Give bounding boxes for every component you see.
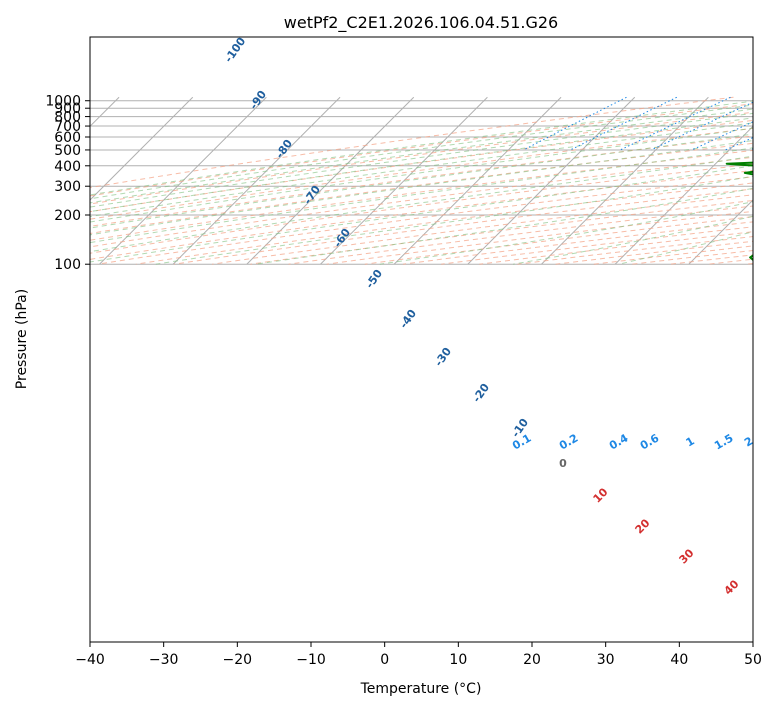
moist-adiabat-line <box>90 147 753 244</box>
x-axis-ticks: −40 −30 −20 −10 0 10 20 30 40 50 <box>75 642 762 668</box>
y-tick-label: 800 <box>54 110 81 126</box>
dry-adiabat-label: -20 <box>470 381 492 405</box>
isotherm-line <box>393 96 562 265</box>
mixing-ratio-label: 1 <box>684 434 697 449</box>
zero-isotherm-label: 0 <box>559 457 567 470</box>
isotherm-line <box>320 96 488 265</box>
moist-adiabat-line <box>90 165 753 263</box>
moist-adiabat-line <box>90 104 753 200</box>
mixing-ratio-label: 2 <box>742 434 755 449</box>
y-tick-label: 200 <box>54 208 81 224</box>
moist-adiabat-label: 40 <box>722 577 742 597</box>
mixing-ratio-label: 1.5 <box>712 431 735 452</box>
mixing-ratio-label: 0.2 <box>557 431 580 452</box>
x-tick-label: 10 <box>449 652 467 668</box>
dry-adiabat-line <box>90 119 753 213</box>
dry-adiabat-line <box>90 142 753 234</box>
moist-adiabat-label: 20 <box>633 516 653 536</box>
x-tick-label: 20 <box>523 652 541 668</box>
y-tick-label: 400 <box>54 159 81 175</box>
isotherm-line <box>246 96 415 265</box>
isotherm-line <box>688 199 753 265</box>
y-axis-label: Pressure (hPa) <box>14 289 30 389</box>
x-tick-label: −30 <box>149 652 179 668</box>
moist-adiabat-label: 30 <box>677 546 697 566</box>
dry-adiabat-line <box>746 262 753 265</box>
moist-adiabat-line <box>90 155 753 253</box>
moist-adiabat-line <box>90 127 753 223</box>
y-tick-label: 300 <box>54 179 81 195</box>
dry-adiabat-label: -40 <box>397 307 419 331</box>
chart-title: wetPf2_C2E1.2026.106.04.51.G26 <box>284 13 558 33</box>
y-tick-label: 700 <box>54 119 81 135</box>
x-tick-label: 40 <box>670 652 688 668</box>
dewpoint-profile-line <box>725 161 753 262</box>
moist-adiabat-line <box>90 112 753 208</box>
isotherm-line <box>467 96 636 265</box>
mixing-ratio-line <box>750 148 753 151</box>
isotherm-line <box>541 96 709 265</box>
x-axis-label: Temperature (°C) <box>360 681 482 697</box>
dry-adiabat-line <box>97 176 753 265</box>
dry-adiabat-line <box>479 231 753 265</box>
mixing-ratio-label: 0.4 <box>607 431 631 452</box>
mixing-ratio-label: 0.6 <box>638 431 662 452</box>
dry-adiabat-line <box>90 111 753 205</box>
x-tick-label: 30 <box>597 652 615 668</box>
moist-adiabat-line <box>90 100 753 196</box>
y-tick-label: 500 <box>54 143 81 159</box>
dry-adiabat-line <box>90 156 753 248</box>
isotherm-line <box>90 96 194 201</box>
x-tick-label: −20 <box>223 652 253 668</box>
mixing-ratio-line <box>570 96 677 151</box>
y-tick-label: 100 <box>54 257 81 273</box>
dry-adiabat-line <box>90 127 753 220</box>
dry-adiabat-line <box>90 135 753 227</box>
y-tick-label: 600 <box>54 130 81 146</box>
dry-adiabat-line <box>212 194 753 265</box>
x-tick-label: −40 <box>75 652 105 668</box>
dry-adiabat-line <box>90 103 753 197</box>
isotherm-line <box>614 125 753 265</box>
moist-adiabat-line <box>90 122 753 218</box>
dry-adiabat-label: -50 <box>363 267 385 291</box>
moist-adiabat-line <box>379 201 753 265</box>
y-tick-label: 1000 <box>45 94 81 110</box>
isotherm-line <box>762 97 775 264</box>
series-group <box>725 161 753 262</box>
dry-adiabat-label: -30 <box>432 345 454 369</box>
moist-adiabat-line <box>90 108 753 204</box>
moist-adiabat-line <box>90 139 753 236</box>
moist-adiabat-line <box>90 117 753 213</box>
moist-adiabat-line <box>255 187 753 265</box>
x-tick-label: 50 <box>744 652 762 668</box>
moist-adiabat-label: 10 <box>591 485 611 505</box>
dry-adiabat-line <box>135 182 753 265</box>
x-tick-label: 0 <box>380 652 389 668</box>
mixing-ratio-line <box>651 101 753 151</box>
mixing-ratio-line <box>725 137 753 151</box>
dry-adiabat-line <box>90 149 753 241</box>
isotherm-line <box>172 96 341 265</box>
y-tick-label: 900 <box>54 101 81 117</box>
x-tick-label: −10 <box>296 652 326 668</box>
dry-adiabat-label: -100 <box>222 35 249 65</box>
plot-frame <box>89 36 754 643</box>
isotherm-line <box>90 96 120 128</box>
dry-adiabat-label: -80 <box>273 137 295 161</box>
moist-adiabat-line <box>90 133 753 229</box>
moist-adiabat-line <box>513 215 753 265</box>
background-lines <box>90 96 775 265</box>
